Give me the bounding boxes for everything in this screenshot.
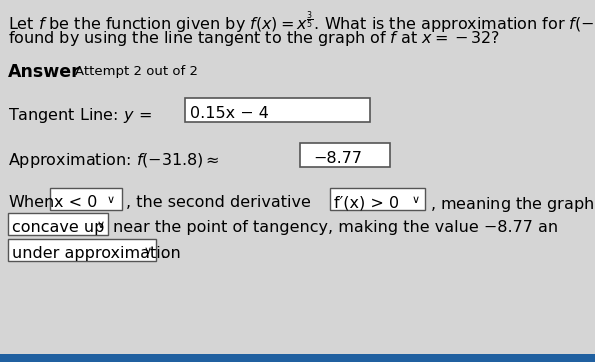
- Text: under approximation: under approximation: [12, 246, 181, 261]
- Text: f′(x) > 0: f′(x) > 0: [334, 195, 399, 210]
- Text: Answer: Answer: [8, 63, 81, 81]
- Bar: [8, 213, 108, 235]
- Text: When: When: [8, 195, 54, 210]
- Text: concave up: concave up: [12, 220, 104, 235]
- Text: ∨: ∨: [107, 195, 115, 205]
- Text: Let $f$ be the function given by $f(x) = x^{\frac{3}{5}}$. What is the approxima: Let $f$ be the function given by $f(x) =…: [8, 10, 595, 36]
- Text: .: .: [160, 246, 165, 261]
- Text: found by using the line tangent to the graph of $f$ at $x = -32$?: found by using the line tangent to the g…: [8, 29, 500, 48]
- Bar: [185, 98, 370, 122]
- Text: −8.77: −8.77: [313, 151, 362, 166]
- Text: Tangent Line: $y\,=$: Tangent Line: $y\,=$: [8, 106, 152, 125]
- Text: ∨: ∨: [144, 246, 152, 256]
- Bar: [300, 143, 390, 167]
- Text: x < 0: x < 0: [54, 195, 98, 210]
- Bar: [330, 188, 425, 210]
- Bar: [8, 239, 156, 261]
- Text: Attempt 2 out of 2: Attempt 2 out of 2: [75, 65, 198, 78]
- Text: ∨: ∨: [412, 195, 420, 205]
- Text: , the second derivative: , the second derivative: [126, 195, 311, 210]
- Text: Approximation: $f(-31.8) \approx$: Approximation: $f(-31.8) \approx$: [8, 151, 220, 170]
- Bar: [50, 188, 122, 210]
- Text: , meaning the graph of $f$ is: , meaning the graph of $f$ is: [430, 195, 595, 214]
- Text: ∨: ∨: [97, 220, 105, 230]
- Text: 0.15x − 4: 0.15x − 4: [190, 106, 269, 121]
- Bar: [0, 354, 595, 362]
- Text: near the point of tangency, making the value −8.77 an: near the point of tangency, making the v…: [113, 220, 558, 235]
